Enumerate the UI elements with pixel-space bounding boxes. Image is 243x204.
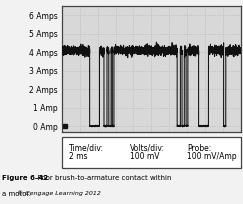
Text: 100 mV/Amp: 100 mV/Amp bbox=[187, 152, 237, 161]
Text: Probe:: Probe: bbox=[187, 144, 211, 153]
Text: © Cengage Learning 2012: © Cengage Learning 2012 bbox=[17, 191, 100, 196]
Text: Time/div:: Time/div: bbox=[69, 144, 104, 153]
Text: 100 mV: 100 mV bbox=[130, 152, 159, 161]
Text: Figure 6–42: Figure 6–42 bbox=[2, 175, 49, 181]
Text: 2 ms: 2 ms bbox=[69, 152, 88, 161]
Text: Poor brush-to-armature contact within: Poor brush-to-armature contact within bbox=[33, 175, 171, 181]
Text: Volts/div:: Volts/div: bbox=[130, 144, 165, 153]
Text: a motor.: a motor. bbox=[2, 191, 34, 197]
